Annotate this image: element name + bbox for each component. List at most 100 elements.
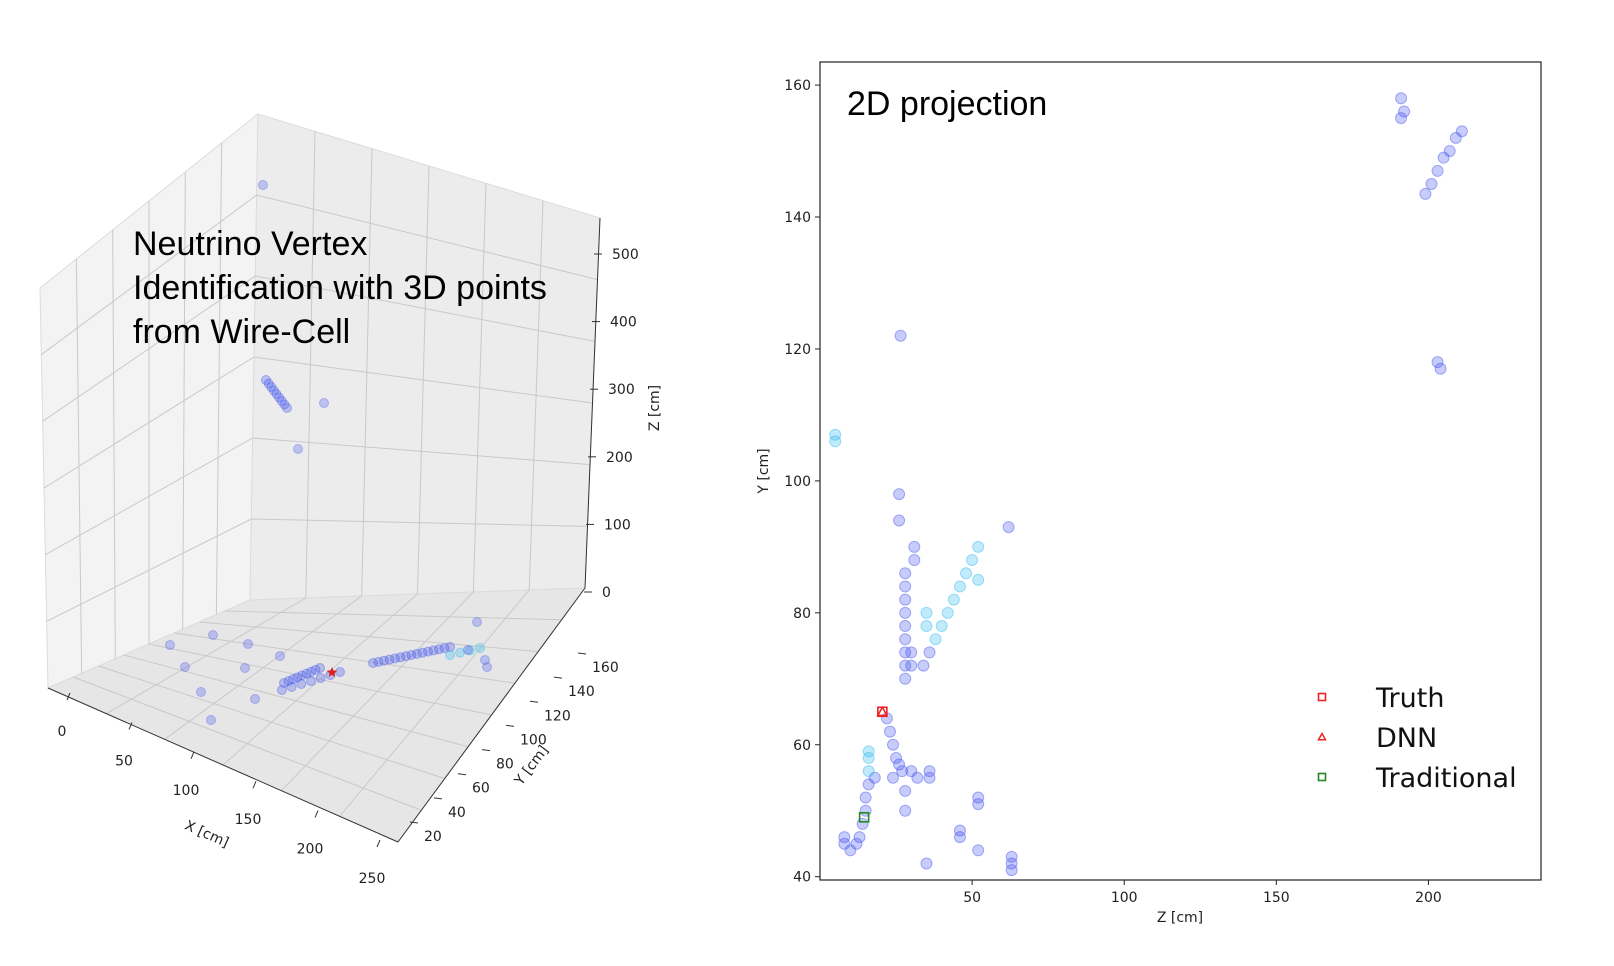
- y-tick-label: 140: [784, 210, 811, 226]
- point-3d: [165, 640, 175, 650]
- hit-point: [899, 606, 912, 619]
- grid-3d: [41, 131, 598, 817]
- point-3d: [439, 643, 450, 654]
- hit-point: [899, 804, 912, 817]
- point-3d: [258, 180, 268, 190]
- y-tick-label-3d: 100: [520, 732, 547, 748]
- x-tick-label: 100: [1111, 890, 1138, 906]
- point-3d: [455, 647, 465, 658]
- z-tick-label-3d: 200: [606, 450, 633, 466]
- hit-point: [966, 554, 979, 567]
- grid-line: [174, 632, 515, 684]
- z-tick-label-3d: 300: [608, 382, 635, 398]
- point-3d: [401, 651, 411, 662]
- hit-point: [1437, 151, 1450, 164]
- point-3d: [445, 642, 455, 652]
- y-tick-label-3d: 20: [424, 829, 442, 845]
- hit-point: [894, 329, 907, 342]
- y-tick-label-3d: 140: [568, 684, 595, 700]
- y-tick-label-3d: 120: [544, 708, 571, 724]
- x-tick-label: 200: [1415, 890, 1442, 906]
- title-line-2: Identification with 3D points: [133, 269, 547, 307]
- y-axis-line: [397, 587, 586, 843]
- vertex-marker: [876, 705, 889, 717]
- y-tick-3d: [433, 797, 443, 800]
- x-tick-3d: [314, 810, 319, 818]
- hit-point: [972, 540, 985, 553]
- grid-line: [45, 437, 591, 556]
- y-tick-label-3d: 60: [472, 781, 490, 797]
- z-axis-label-3d: Z [cm]: [647, 385, 663, 431]
- hit-point: [850, 837, 863, 850]
- hit-point: [899, 659, 912, 672]
- x-axis-line: [47, 687, 399, 843]
- grid-line: [73, 676, 422, 811]
- x-tick-label: 150: [1263, 890, 1290, 906]
- point-3d: [286, 682, 297, 692]
- hit-point: [911, 771, 924, 784]
- y-tick-label: 60: [793, 738, 811, 754]
- legend-label: Traditional: [1375, 763, 1517, 794]
- hit-point: [838, 837, 851, 850]
- legend-label: DNN: [1376, 723, 1437, 754]
- hit-point: [1398, 105, 1411, 118]
- point-3d: [282, 403, 292, 413]
- x-tick-3d: [376, 839, 381, 848]
- point-3d: [306, 676, 316, 686]
- point-3d: [412, 648, 422, 659]
- point-3d: [266, 382, 277, 392]
- point-3d: [196, 687, 206, 697]
- vertex-markers-2d: [858, 705, 889, 823]
- point-3d: [335, 667, 345, 677]
- point-3d: [296, 679, 307, 689]
- point-3d: [384, 654, 395, 665]
- hit-point: [1005, 864, 1018, 877]
- hit-point: [899, 633, 912, 646]
- grid-line: [41, 194, 598, 356]
- y-tick-3d: [577, 652, 587, 655]
- point-3d: [261, 375, 271, 385]
- grid-line: [199, 621, 539, 652]
- y-tick-label-3d: 40: [448, 805, 466, 821]
- hit-point: [972, 573, 985, 586]
- hits-2d: [829, 92, 1468, 877]
- point-3d: [271, 389, 282, 399]
- hit-point: [1395, 112, 1408, 125]
- point-3d: [379, 655, 389, 666]
- ticks-2d: 50 100 150 200 40 60 80 100 120 140 160: [784, 78, 1442, 906]
- point-3d: [319, 398, 329, 408]
- grid-line: [46, 518, 588, 622]
- hit-point: [953, 824, 966, 837]
- x-tick-label: 50: [963, 890, 981, 906]
- grid-line: [43, 356, 593, 489]
- point-3d: [445, 650, 455, 660]
- hit-point: [862, 778, 875, 791]
- hit-point: [908, 540, 921, 553]
- hit-point: [829, 435, 842, 448]
- plot-frame: [819, 61, 1542, 881]
- point-3d: [301, 668, 312, 679]
- grid-line: [224, 610, 562, 621]
- hit-point: [899, 580, 912, 593]
- x-tick-label-3d: 200: [297, 842, 324, 858]
- point-3d: [406, 650, 417, 660]
- hit-point: [1449, 131, 1462, 144]
- grid-line: [148, 643, 492, 716]
- hit-point: [887, 738, 900, 751]
- point-3d: [250, 694, 260, 704]
- hit-point: [893, 514, 906, 527]
- hit-point: [899, 567, 912, 580]
- hit-point: [960, 567, 973, 580]
- hit-point: [953, 580, 966, 593]
- hit-point: [1395, 92, 1408, 105]
- hit-point: [890, 751, 903, 764]
- point-3d: [423, 646, 433, 657]
- hit-point: [1005, 857, 1018, 870]
- y-tick-3d: [553, 676, 563, 679]
- hit-point: [905, 765, 918, 778]
- hit-point: [862, 745, 875, 758]
- hit-point: [868, 771, 881, 784]
- hit-point: [887, 771, 900, 784]
- hit-point: [862, 765, 875, 778]
